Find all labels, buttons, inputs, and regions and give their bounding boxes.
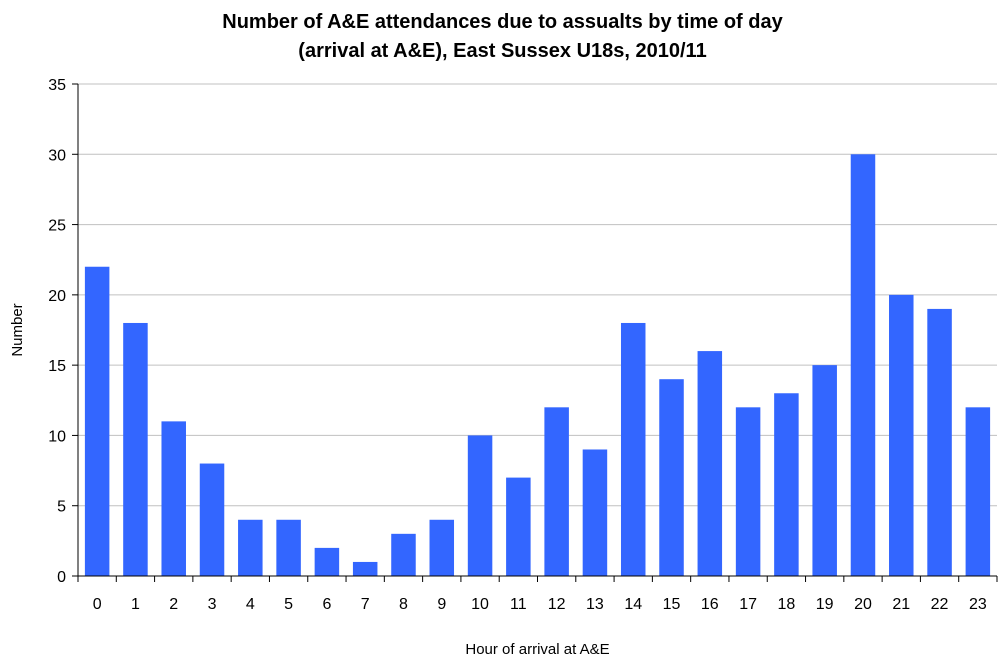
- x-tick-label: 7: [361, 596, 370, 613]
- gridlines: [78, 83, 997, 507]
- bars: [84, 154, 991, 577]
- x-tick-label: 12: [548, 596, 566, 613]
- x-tick-label: 16: [701, 596, 719, 613]
- bar-hour-23: [965, 407, 991, 576]
- axis-ticks: [72, 83, 998, 582]
- x-tick-label: 11: [510, 596, 527, 613]
- chart-title: Number of A&E attendances due to assualt…: [0, 8, 1005, 66]
- bar-hour-22: [927, 308, 952, 576]
- y-tick-label: 0: [57, 569, 66, 586]
- bar-hour-8: [391, 533, 416, 576]
- x-tick-label: 18: [777, 596, 795, 613]
- y-axis-title: Number: [9, 303, 26, 356]
- y-tick-label: 30: [48, 147, 66, 164]
- chart-title-line-1: Number of A&E attendances due to assualt…: [222, 11, 783, 33]
- x-tick-label: 6: [322, 596, 331, 613]
- chart-title-line-2: (arrival at A&E), East Sussex U18s, 2010…: [298, 40, 707, 62]
- bar-hour-3: [199, 463, 225, 576]
- x-tick-label: 8: [399, 596, 408, 613]
- bar-hour-21: [889, 294, 914, 576]
- x-tick-label: 4: [246, 596, 255, 613]
- bar-hour-11: [506, 477, 531, 576]
- bar-hour-10: [467, 435, 493, 576]
- x-tick-label: 15: [663, 596, 681, 613]
- y-tick-labels: 0 5 10 15 20 25 30 35: [48, 77, 66, 586]
- x-tick-label: 23: [969, 596, 987, 613]
- x-tick-label: 13: [586, 596, 604, 613]
- x-tick-label: 10: [471, 596, 489, 613]
- bar-hour-20: [850, 154, 876, 577]
- y-tick-label: 35: [48, 77, 66, 94]
- bar-hour-4: [238, 519, 263, 576]
- bar-hour-6: [314, 547, 340, 576]
- bar-hour-9: [429, 519, 455, 576]
- x-tick-label: 20: [854, 596, 872, 613]
- bar-hour-16: [697, 351, 723, 576]
- x-tick-label: 21: [892, 596, 910, 613]
- bar-hour-12: [544, 407, 569, 576]
- x-axis-title: Hour of arrival at A&E: [465, 641, 609, 658]
- x-tick-label: 9: [437, 596, 446, 613]
- x-tick-label: 17: [739, 596, 757, 613]
- bar-hour-0: [84, 266, 110, 576]
- x-tick-label: 1: [131, 596, 140, 613]
- bar-hour-5: [276, 519, 301, 576]
- y-tick-label: 10: [48, 428, 66, 445]
- bar-hour-15: [659, 379, 684, 576]
- y-tick-label: 5: [57, 499, 66, 516]
- x-tick-labels: 0 1 2 3 4 5 6 7 8 9 10 11 12 13 14 15 16 17 18 19 20 21 22 23: [93, 596, 987, 613]
- x-tick-label: 5: [284, 596, 293, 613]
- bar-hour-13: [582, 449, 608, 576]
- x-tick-label: 22: [931, 596, 949, 613]
- bar-hour-19: [812, 365, 837, 576]
- bar-hour-2: [161, 421, 186, 576]
- x-tick-label: 2: [169, 596, 178, 613]
- y-tick-label: 25: [48, 218, 66, 235]
- bar-hour-1: [123, 322, 148, 576]
- bar-hour-17: [735, 407, 761, 576]
- y-tick-label: 15: [48, 358, 66, 375]
- x-tick-label: 14: [624, 596, 642, 613]
- bar-hour-18: [774, 393, 799, 576]
- bar-hour-14: [620, 322, 646, 576]
- x-tick-label: 19: [816, 596, 834, 613]
- y-tick-label: 20: [48, 288, 66, 305]
- bar-hour-7: [352, 561, 378, 576]
- x-tick-label: 0: [93, 596, 102, 613]
- x-tick-label: 3: [208, 596, 217, 613]
